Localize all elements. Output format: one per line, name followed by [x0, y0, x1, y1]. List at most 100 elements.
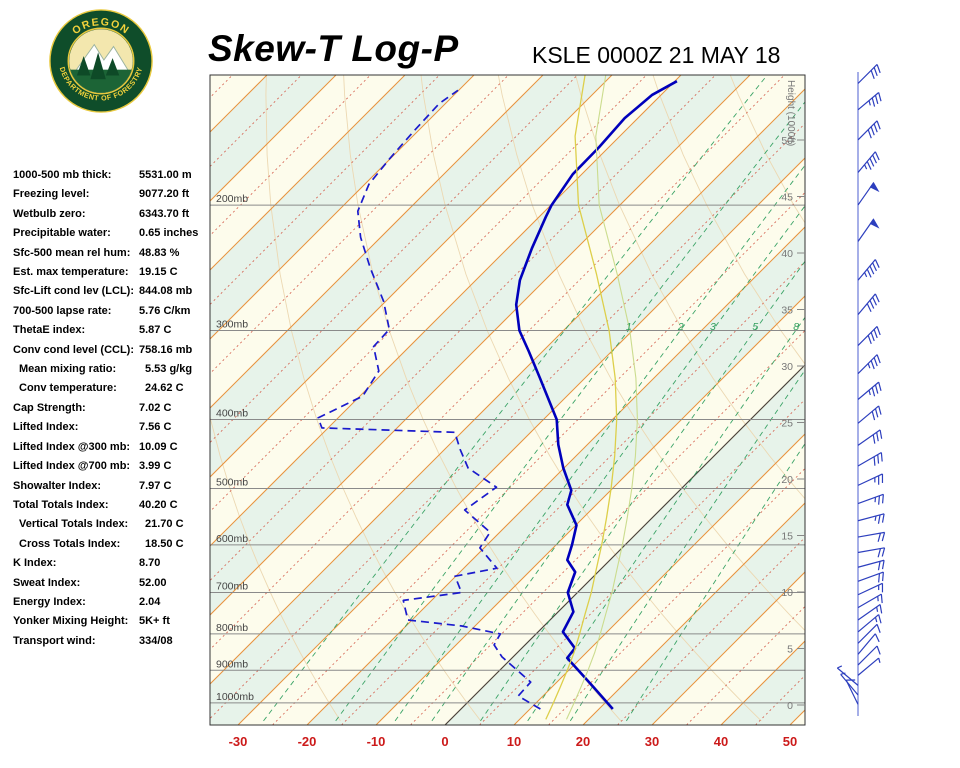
- height-axis-title: Height (1000ft): [785, 80, 796, 146]
- isotherm-dotted-line: [210, 75, 647, 513]
- index-row: Wetbulb zero: 6343.70 ft: [13, 205, 218, 224]
- height-tick-label: 15: [781, 531, 793, 543]
- height-tick-label: 0: [787, 700, 793, 712]
- temp-axis-label: 20: [576, 734, 590, 749]
- wind-barb: [857, 326, 881, 346]
- isotherm-dotted-line: [825, 75, 960, 725]
- isotherm-dotted-line: [210, 75, 578, 444]
- index-label: Total Totals Index:: [13, 498, 109, 511]
- dry-adiabat-line: [575, 75, 805, 500]
- wind-barb: [857, 614, 882, 633]
- wind-barb: [857, 493, 884, 505]
- wind-barb: [857, 354, 881, 375]
- index-label: Cross Totals Index:: [19, 537, 121, 550]
- isotherm-line: [789, 709, 805, 725]
- height-tick-label: 20: [781, 474, 793, 486]
- index-row: Est. max temperature: 19.15 C: [13, 263, 218, 282]
- pressure-label: 900mb: [216, 658, 248, 670]
- wind-barb: [857, 582, 884, 596]
- wind-barb: [857, 645, 881, 666]
- pressure-label: 1000mb: [216, 691, 254, 703]
- pressure-label: 600mb: [216, 533, 248, 545]
- isotherm-line: [210, 75, 544, 409]
- odf-logo: OREGON DEPARTMENT OF FORESTRY: [48, 8, 154, 114]
- plot-frame: [209, 74, 806, 726]
- index-value: 6343.70 ft: [139, 207, 190, 220]
- height-tick-label: 25: [781, 418, 793, 430]
- index-value: 5K+ ft: [139, 615, 170, 628]
- mixing-ratio-line: [335, 101, 805, 722]
- wind-barb: [857, 657, 881, 676]
- mixing-ratio-label: 8: [793, 321, 799, 333]
- index-row: Sweat Index: 52.00: [13, 574, 218, 593]
- tree-icon: [76, 56, 91, 76]
- index-label: Lifted Index @300 mb:: [13, 440, 131, 453]
- index-value: 758.16 mb: [139, 343, 193, 356]
- wind-barb: [857, 429, 883, 446]
- isotherm-dotted-line: [210, 75, 509, 375]
- logo-scene: [69, 29, 133, 93]
- temp-axis-label: -10: [367, 734, 386, 749]
- index-label: 1000-500 mb thick:: [13, 169, 112, 181]
- index-label: Energy Index:: [13, 595, 86, 608]
- index-value: 5.87 C: [139, 324, 172, 337]
- index-row: Cap Strength: 7.02 C: [13, 399, 218, 418]
- mixing-ratio-line: [263, 75, 768, 722]
- index-label: Lifted Index:: [13, 421, 79, 434]
- isotherm-line: [306, 226, 805, 725]
- isotherm-line: [651, 571, 805, 725]
- pressure-label: 800mb: [216, 622, 248, 634]
- isotherm-line: [210, 75, 337, 202]
- index-row: Precipitable water: 0.65 inches: [13, 224, 218, 243]
- index-value: 52.00: [139, 576, 167, 589]
- index-label: Yonker Mixing Height:: [13, 615, 129, 628]
- page-title: Skew-T Log-P: [208, 28, 459, 69]
- isotherm-line: [210, 75, 475, 340]
- index-label: Transport wind:: [13, 634, 96, 647]
- isotherm-dotted-line: [210, 75, 371, 237]
- index-value: 9077.20 ft: [139, 188, 190, 201]
- dry-adiabat-line: [265, 75, 482, 722]
- index-label: Wetbulb zero:: [13, 207, 86, 220]
- temp-axis-label: -20: [298, 734, 317, 749]
- temperature-trace: [514, 80, 678, 710]
- isotherm-line: [210, 75, 613, 478]
- wind-barb: [857, 604, 883, 621]
- isotherm-dotted-line: [210, 75, 716, 582]
- wind-barb: [857, 571, 884, 583]
- pressure-label: 500mb: [216, 476, 248, 488]
- dewpoint-trace: [317, 89, 541, 710]
- index-value: 3.99 C: [139, 460, 172, 473]
- index-label: Est. max temperature:: [13, 266, 129, 279]
- wind-barb: [857, 473, 884, 486]
- index-value: 844.08 mb: [139, 285, 193, 298]
- wind-barb: [836, 665, 859, 686]
- isotherm-dotted-line: [210, 122, 805, 720]
- index-row: Showalter Index: 7.97 C: [13, 477, 218, 496]
- mixing-ratio-line: [480, 260, 805, 722]
- index-row: K Index: 8.70: [13, 554, 218, 573]
- wind-barb: [857, 593, 883, 609]
- wind-barb: [857, 452, 883, 467]
- index-value: 8.70: [139, 557, 161, 570]
- wind-barb: [857, 181, 880, 206]
- temp-axis-label: -30: [229, 734, 248, 749]
- index-row: Lifted Index @300 mb: 10.09 C: [13, 438, 218, 457]
- pressure-label: 300mb: [216, 318, 248, 330]
- pressure-label: 400mb: [216, 407, 248, 419]
- temp-axis-label: 30: [645, 734, 659, 749]
- mixing-ratio-label: 5: [752, 321, 758, 333]
- wind-barb: [857, 218, 880, 242]
- tree-icon: [90, 52, 106, 80]
- index-value: 5531.00 m: [139, 169, 192, 181]
- dry-adiabat-line: [652, 75, 805, 365]
- wind-barb: [857, 531, 886, 542]
- mixing-ratio-label: 1: [626, 321, 632, 333]
- index-row: Conv temperature: 24.62 C: [13, 379, 218, 398]
- index-label: Cap Strength:: [13, 401, 86, 414]
- index-row: Total Totals Index: 40.20 C: [13, 496, 218, 515]
- index-value: 0.65 inches: [139, 227, 199, 240]
- index-label: ThetaE index:: [13, 324, 86, 337]
